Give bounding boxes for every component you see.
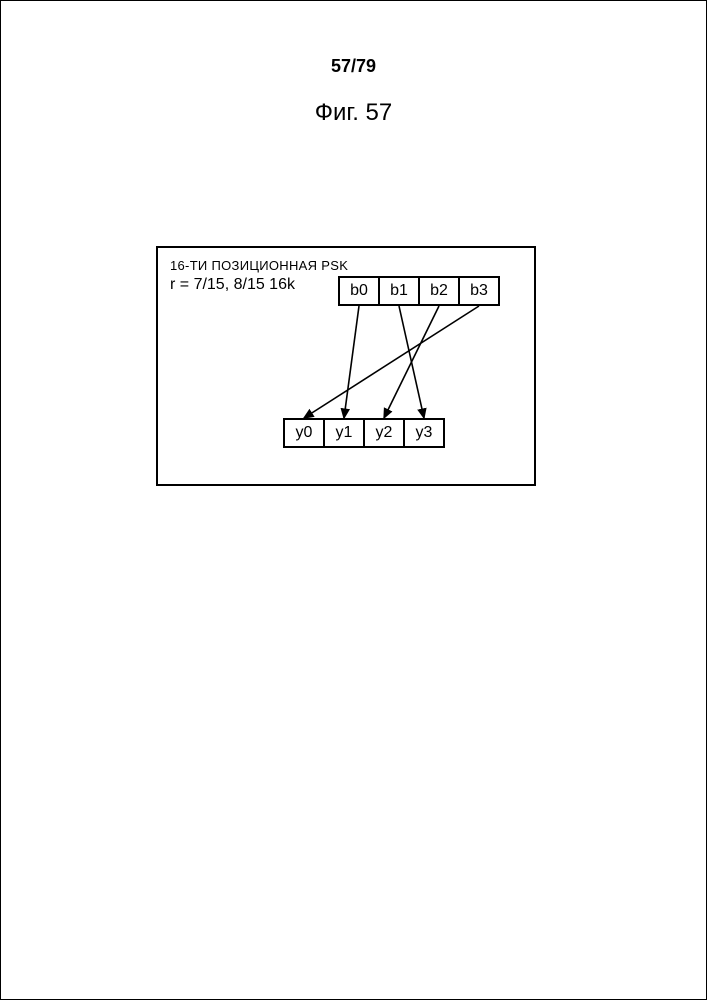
bottom-cell: y3 <box>403 418 445 448</box>
bottom-cell: y2 <box>363 418 405 448</box>
bottom-cell: y0 <box>283 418 325 448</box>
mapping-arrow <box>399 306 424 418</box>
diagram-box: 16-ТИ ПОЗИЦИОННАЯ PSK r = 7/15, 8/15 16k… <box>156 246 536 486</box>
top-cell: b2 <box>418 276 460 306</box>
bottom-row: y0 y1 y2 y3 <box>283 418 445 448</box>
figure-title: Фиг. 57 <box>1 99 706 127</box>
mapping-arrow <box>384 306 439 418</box>
bottom-cell: y1 <box>323 418 365 448</box>
top-cell: b0 <box>338 276 380 306</box>
mapping-arrow <box>304 306 479 418</box>
page: 57/79 Фиг. 57 16-ТИ ПОЗИЦИОННАЯ PSK r = … <box>0 0 707 1000</box>
page-number: 57/79 <box>1 56 706 77</box>
top-cell: b3 <box>458 276 500 306</box>
top-cell: b1 <box>378 276 420 306</box>
caption-line-2: r = 7/15, 8/15 16k <box>170 276 295 294</box>
caption-line-1: 16-ТИ ПОЗИЦИОННАЯ PSK <box>170 258 348 273</box>
top-row: b0 b1 b2 b3 <box>338 276 500 306</box>
mapping-arrow <box>344 306 359 418</box>
